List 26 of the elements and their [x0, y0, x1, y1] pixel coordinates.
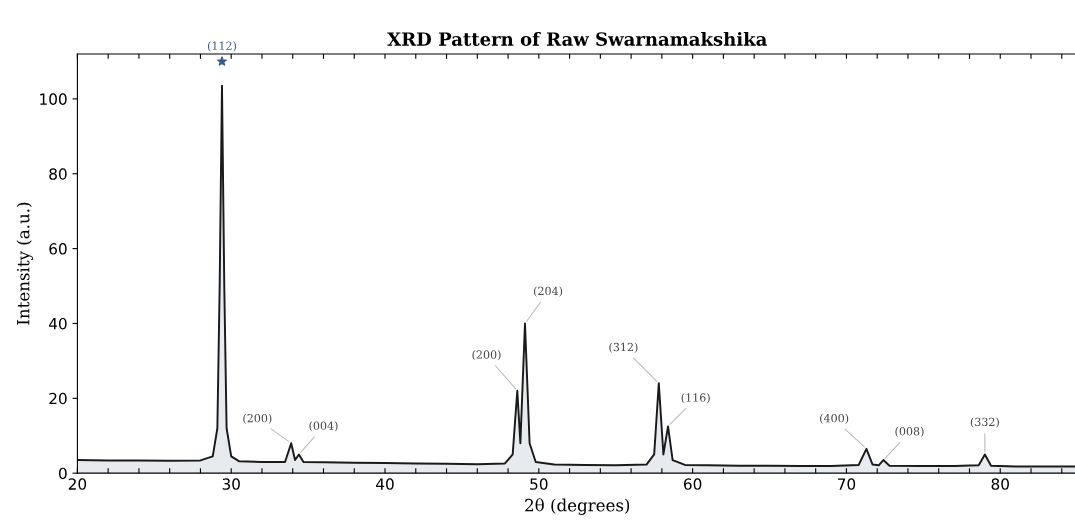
annotation: (200) [243, 413, 272, 424]
annotation: (312) [609, 342, 638, 353]
y-tick-label: 60 [49, 243, 67, 255]
x-tick-label: 20 [68, 478, 87, 490]
annotation: (332) [970, 417, 999, 428]
x-tick-label: 60 [683, 478, 702, 490]
y-tick-label: 80 [49, 168, 67, 180]
chart-title: XRD Pattern of Raw Swarnamakshika [387, 31, 767, 46]
x-axis-title: 2θ (degrees) [525, 498, 630, 515]
y-tick-label: 0 [58, 467, 67, 480]
annotation: (004) [309, 421, 338, 432]
y-tick-label: 20 [49, 392, 67, 405]
y-tick-label: 100 [40, 93, 67, 105]
annotation: (204) [533, 286, 563, 297]
y-tick-label: 40 [48, 317, 67, 330]
x-tick-label: 50 [530, 478, 548, 490]
x-tick-label: 30 [222, 478, 240, 490]
x-tick-label: 80 [991, 478, 1009, 490]
annotation: (200) [472, 350, 501, 361]
y-axis-title: Intensity (a.u.) [16, 202, 33, 325]
annotation: (116) [681, 393, 710, 404]
annotation: (008) [895, 426, 924, 438]
annotation: (112) [207, 41, 237, 52]
x-tick-label: 70 [837, 478, 856, 490]
x-tick-label: 40 [376, 478, 394, 490]
annotation: (400) [820, 413, 849, 424]
